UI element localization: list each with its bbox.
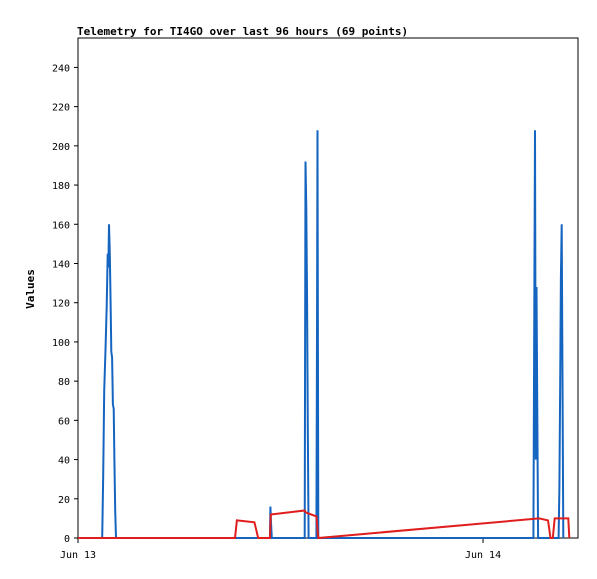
y-tick-label: 220 bbox=[52, 103, 70, 114]
y-tick-label: 200 bbox=[52, 142, 70, 153]
y-axis-label: Values bbox=[24, 269, 37, 309]
y-tick-label: 140 bbox=[52, 259, 70, 270]
y-tick-label: 20 bbox=[58, 495, 70, 506]
y-tick-label: 0 bbox=[64, 534, 70, 545]
x-tick-label: Jun 13 bbox=[60, 550, 96, 561]
series-group bbox=[78, 130, 571, 540]
y-tick-label: 240 bbox=[52, 63, 70, 74]
y-tick-label: 40 bbox=[58, 456, 70, 467]
series-line-1 bbox=[78, 130, 565, 539]
chart-title: Telemetry for TI4GO over last 96 hours (… bbox=[77, 25, 408, 38]
y-tick-label: 120 bbox=[52, 299, 70, 310]
x-tick-label: Jun 14 bbox=[465, 550, 501, 561]
series-line-2 bbox=[78, 509, 571, 540]
y-tick-label: 160 bbox=[52, 220, 70, 231]
x-axis: Jun 13 Jun 14 bbox=[60, 538, 501, 561]
y-tick-label: 80 bbox=[58, 377, 70, 388]
y-tick-label: 180 bbox=[52, 181, 70, 192]
y-tick-label: 60 bbox=[58, 416, 70, 427]
y-axis: 0 20 40 60 80 100 120 140 160 180 200 220 240 bbox=[52, 63, 78, 545]
y-tick-label: 100 bbox=[52, 338, 70, 349]
plot-frame bbox=[77, 37, 579, 539]
